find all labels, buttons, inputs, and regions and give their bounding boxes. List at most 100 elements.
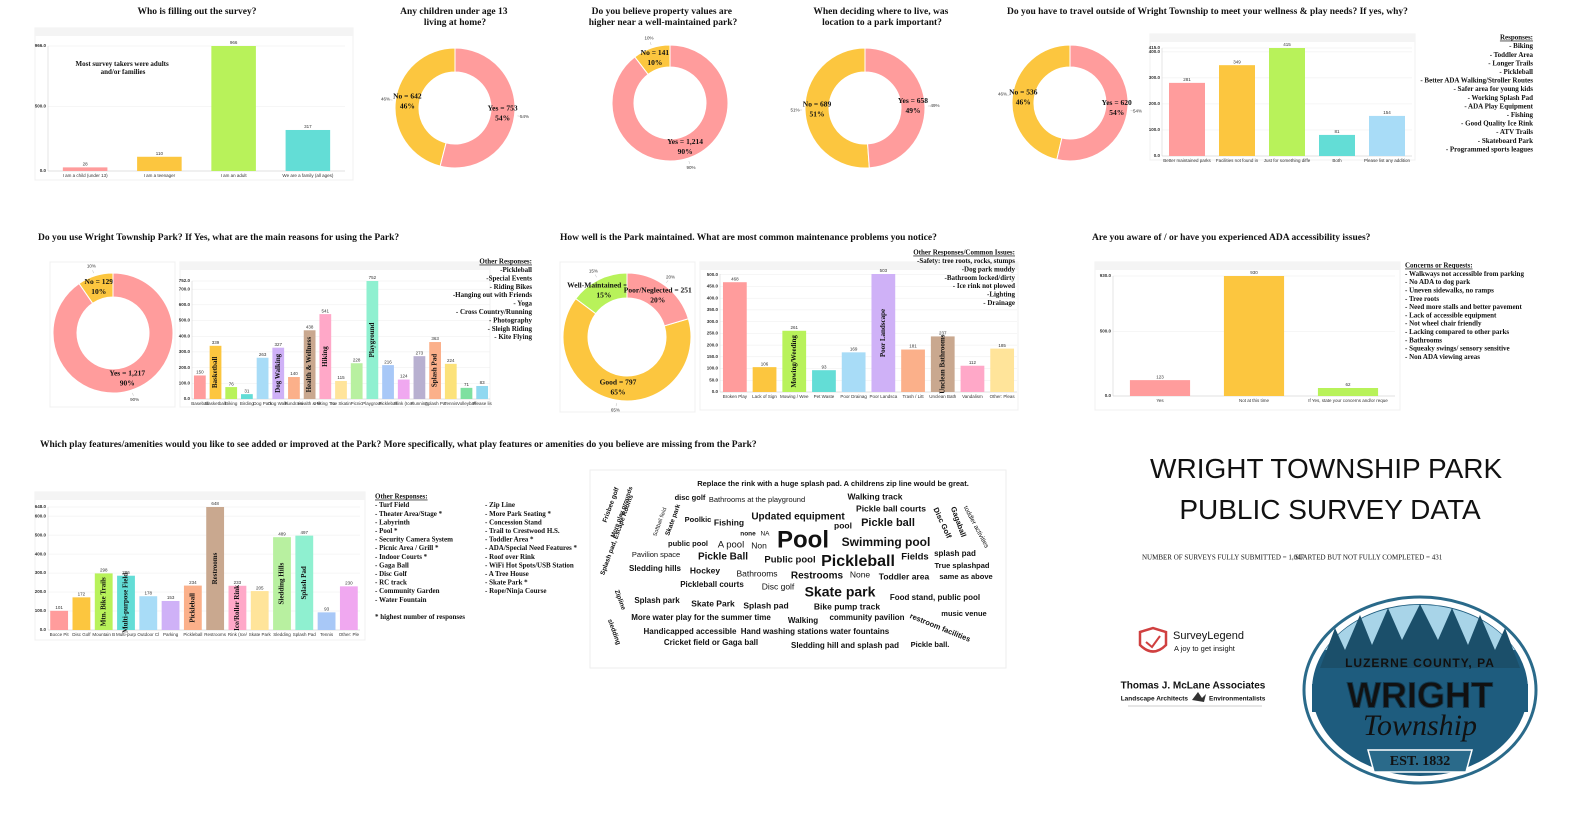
percent-leader xyxy=(688,160,691,164)
value-label: 286 xyxy=(122,570,130,575)
badge-name: WRIGHT xyxy=(1347,675,1493,716)
started-count: STARTED BUT NOT FULLY COMPLETED = 431 xyxy=(1295,554,1443,562)
word-cloud-word: A pool xyxy=(718,540,744,551)
segment-percent: 20% xyxy=(650,295,665,304)
chart-title: When deciding where to live, was locatio… xyxy=(813,7,950,28)
bar xyxy=(782,330,807,392)
notes-item: - ADA Play Equipment xyxy=(1464,102,1533,110)
word-cloud-word: Swimming pool xyxy=(842,535,931,549)
outer-percent: 90% xyxy=(130,397,139,402)
badge-est: EST. 1832 xyxy=(1390,754,1450,769)
x-tick-label: Disc Golf xyxy=(72,632,91,637)
y-tick-label: 0.0 xyxy=(40,168,47,173)
notes-item: -Bathroom locked/dirty xyxy=(945,274,1016,282)
percent-leader xyxy=(594,274,597,278)
y-tick-label: 930.0 xyxy=(1100,273,1112,278)
donut-segment xyxy=(804,47,870,169)
y-tick-label: 500.0 xyxy=(1100,329,1112,334)
value-label: 205 xyxy=(256,585,264,590)
notes-item: - WiFi Hot Spots/USB Station xyxy=(485,561,574,569)
value-label: 106 xyxy=(761,361,769,366)
word-cloud-word: music venue xyxy=(941,609,986,618)
bar xyxy=(319,314,332,399)
donut-segment xyxy=(611,44,729,162)
segment-label: Yes = 1,214 xyxy=(667,137,703,146)
badge-trees xyxy=(1320,604,1520,668)
word-cloud-word: Pickle ball courts xyxy=(856,503,926,513)
badge-county: LUZERNE COUNTY, PA xyxy=(1345,656,1495,670)
notes-item: -Hanging out with Friends xyxy=(453,291,532,299)
x-tick-label: Bocce Pit xyxy=(50,632,70,637)
word-cloud-word: Splash pad xyxy=(743,600,788,610)
x-tick-label: Poor Drainag xyxy=(840,394,867,399)
donut-segment xyxy=(864,47,926,169)
badge-ribbon xyxy=(1367,749,1473,773)
bar xyxy=(1129,380,1191,396)
word-cloud-word: Food stand, public pool xyxy=(890,593,980,602)
bar xyxy=(444,363,457,399)
panel-bg xyxy=(179,261,491,408)
annotation: Most survey takers were adults and/or fa… xyxy=(76,60,171,76)
bar-inner-label: Sledding Hills xyxy=(278,562,286,604)
x-tick-label: Volleyball xyxy=(457,401,476,406)
bar-inner-label: Poor Landscape xyxy=(879,309,887,357)
notes-item: - ADA/Special Need Features * xyxy=(485,544,578,552)
bar xyxy=(350,363,363,399)
y-tick-label: 200.0 xyxy=(1149,101,1161,106)
bar xyxy=(812,370,836,392)
notes-item: -Pickleball xyxy=(500,266,532,274)
x-tick-label: Skate Park xyxy=(249,632,272,637)
x-tick-label: Outdoor Cl xyxy=(137,632,159,637)
y-tick-label: 150.0 xyxy=(707,354,719,359)
word-cloud-word: none xyxy=(740,531,756,538)
value-label: 497 xyxy=(301,530,309,535)
segment-label: No = 689 xyxy=(803,99,832,108)
bar xyxy=(1223,276,1285,396)
word-cloud-word: Sledding hill and splash pad xyxy=(791,641,899,650)
x-tick-label: Picnic xyxy=(351,401,364,406)
y-tick-label: 300.0 xyxy=(179,349,191,354)
x-tick-label: Playgroun xyxy=(362,401,383,406)
y-tick-label: 500.0 xyxy=(35,103,47,108)
y-tick-label: 350.0 xyxy=(707,307,719,312)
x-tick-label: Splash Pad xyxy=(293,632,317,637)
bar-inner-label: Playground xyxy=(368,322,376,357)
x-tick-label: Lack of Sign xyxy=(752,394,777,399)
x-tick-label: Unclean Bath xyxy=(929,394,957,399)
word-cloud-word: Sledding hills xyxy=(629,564,682,573)
x-tick-label: Other: Ple xyxy=(339,632,360,637)
word-cloud-word: Pool xyxy=(777,526,829,553)
segment-label: Well-Maintained = 182 xyxy=(567,281,641,290)
bar-inner-label: Health & Wellness xyxy=(305,337,313,393)
bar xyxy=(339,586,358,630)
chart-title: Who is filling out the survey? xyxy=(137,7,256,17)
bar-inner-label: Mtn. Bike Trails xyxy=(99,577,107,626)
value-label: 185 xyxy=(998,343,1006,348)
chart-title: Any children under age 13 living at home… xyxy=(400,7,510,28)
bar xyxy=(139,596,158,630)
text-line: Most survey takers were adults xyxy=(76,60,171,68)
bar xyxy=(161,600,180,630)
notes-item: - Yoga xyxy=(513,300,532,308)
x-tick-label: Both xyxy=(1332,158,1342,163)
value-label: 28 xyxy=(83,162,89,167)
x-tick-label: Biking xyxy=(225,401,238,406)
value-label: 503 xyxy=(880,268,888,273)
y-tick-label: 100.0 xyxy=(35,608,47,613)
value-label: 81 xyxy=(1334,129,1340,134)
x-tick-label: We are a family (all ages) xyxy=(282,173,333,178)
notes-item: - Lack of accessible equipment xyxy=(1405,311,1497,319)
x-tick-label: Please list any addition xyxy=(1364,158,1411,163)
township-badge xyxy=(1302,595,1538,785)
value-label: 93 xyxy=(821,364,827,369)
notes-item: - Biking xyxy=(1509,42,1533,50)
outer-percent: 49% xyxy=(930,103,939,108)
notes-item: - Programmed sports leagues xyxy=(1446,145,1533,153)
segment-label: Good = 797 xyxy=(600,377,637,386)
bar xyxy=(722,282,747,392)
panel-strip xyxy=(700,262,1018,270)
notes-item: - Bathrooms xyxy=(1405,336,1442,344)
bar xyxy=(930,336,955,392)
text-line: location to a park important? xyxy=(822,18,942,28)
